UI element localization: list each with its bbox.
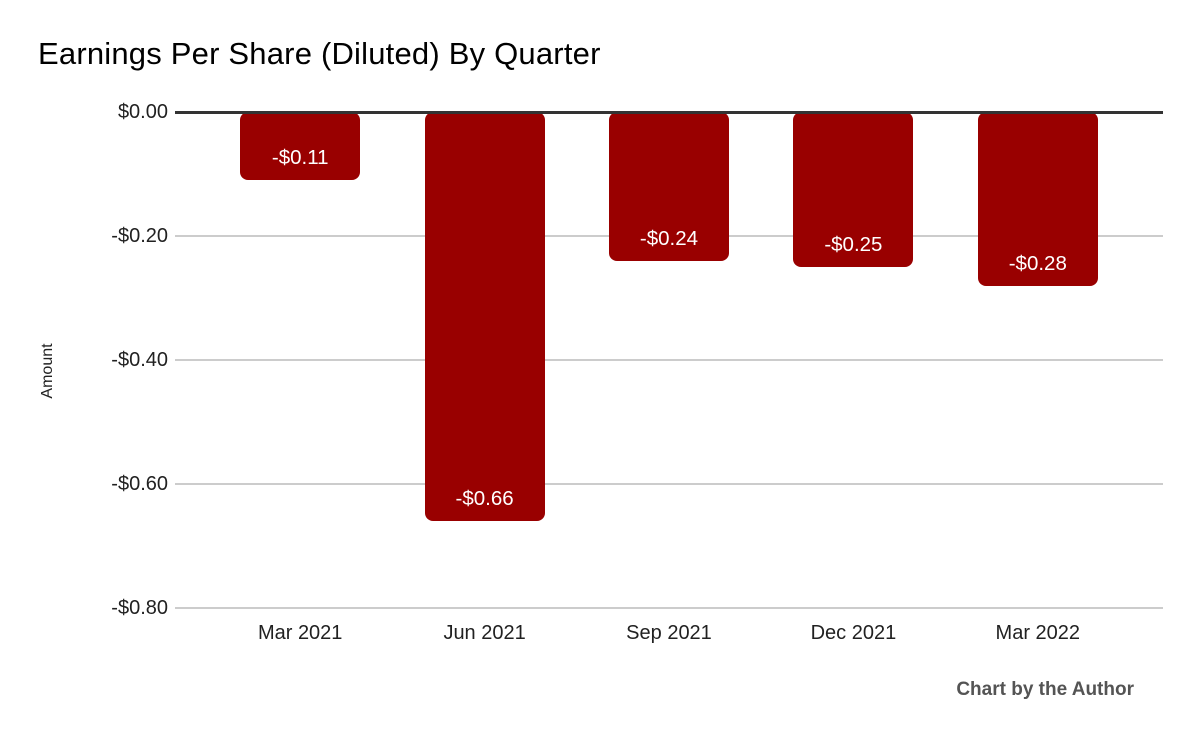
gridline (175, 483, 1163, 485)
chart-credit: Chart by the Author (956, 679, 1134, 700)
y-tick-label: -$0.40 (111, 349, 168, 371)
x-axis-label: Dec 2021 (810, 622, 897, 644)
bar-value-label: -$0.66 (455, 487, 514, 511)
y-tick-label: $0.00 (117, 101, 168, 123)
plot-area: -$0.11 -$0.66 -$0.24 -$0.25 -$0.28 (175, 110, 1163, 609)
bar-dec-2021: -$0.25 (793, 112, 914, 267)
bar-value-label: -$0.28 (1008, 251, 1067, 275)
bar-value-label: -$0.25 (824, 233, 883, 256)
bar-value-label: -$0.24 (639, 226, 699, 250)
bar-mar-2021: -$0.11 (240, 112, 361, 181)
y-tick-label: -$0.60 (111, 473, 168, 495)
chart-title: Earnings Per Share (Diluted) By Quarter (38, 36, 601, 71)
gridline (175, 607, 1163, 609)
zero-axis-line (175, 110, 1163, 114)
x-axis-label: Mar 2022 (995, 622, 1081, 644)
x-axis-label: Mar 2021 (257, 622, 343, 644)
y-tick-label: -$0.20 (111, 225, 168, 247)
bar-jun-2021: -$0.66 (424, 112, 545, 522)
x-axis-label: Sep 2021 (626, 622, 712, 644)
gridline (175, 359, 1163, 361)
bar-value-label: -$0.11 (271, 146, 329, 170)
bar-mar-2022: -$0.28 (977, 112, 1098, 286)
bar-sep-2021: -$0.24 (609, 112, 729, 261)
x-axis-label: Jun 2021 (443, 622, 526, 644)
y-tick-label: -$0.80 (111, 597, 168, 619)
